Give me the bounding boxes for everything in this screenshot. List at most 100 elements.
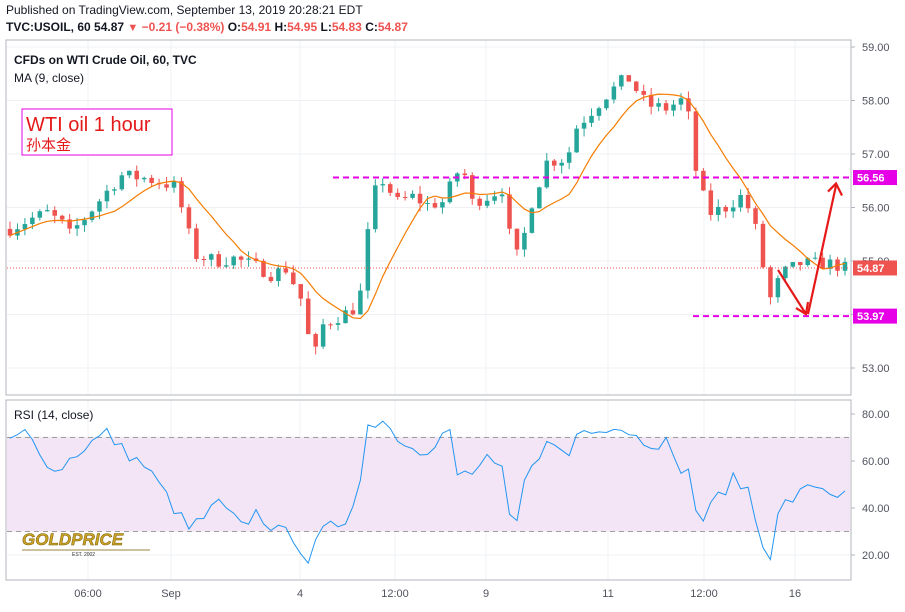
down-arrow-icon: ▼: [127, 22, 139, 34]
annotation-title: WTI oil 1 hour: [26, 114, 151, 136]
last-price: 54.87: [94, 20, 125, 34]
candle: [678, 98, 684, 105]
time-tick-label: 12:00: [690, 588, 718, 600]
candle: [104, 190, 110, 202]
candle: [149, 177, 154, 183]
candle: [663, 103, 669, 111]
svg-text:GOLDPRICE: GOLDPRICE: [22, 530, 124, 549]
svg-text:56.56: 56.56: [857, 173, 885, 185]
low-label: L:: [320, 20, 332, 34]
forecast-arrows: [777, 181, 843, 316]
candle: [298, 284, 304, 299]
level-tag-upper: 56.56: [853, 170, 897, 186]
candle: [30, 217, 35, 225]
candle: [753, 208, 758, 224]
rsi-band: [7, 437, 850, 532]
candle: [462, 173, 468, 176]
candle: [89, 211, 95, 220]
candle: [127, 170, 132, 176]
candle: [544, 160, 550, 188]
rsi-axis: 80.00 60.00 40.00 20.00: [851, 409, 890, 562]
candle: [380, 184, 386, 186]
svg-text:54.87: 54.87: [857, 263, 885, 275]
candle: [425, 203, 430, 205]
candle: [805, 258, 810, 266]
candle: [566, 152, 572, 163]
candle: [74, 225, 80, 229]
candle: [186, 207, 192, 229]
candle: [387, 184, 393, 193]
svg-text:EST. 2002: EST. 2002: [72, 552, 95, 558]
candle: [417, 193, 423, 204]
candle: [82, 219, 87, 226]
rsi-tick-label: 80.00: [862, 409, 890, 421]
rsi-legend: RSI (14, close): [14, 408, 93, 422]
rsi-tick-label: 40.00: [862, 503, 890, 515]
candle: [276, 268, 281, 282]
symbol: TVC:USOIL, 60: [6, 20, 91, 34]
candle: [216, 254, 222, 267]
price-change: −0.21 (−0.38%): [141, 20, 225, 34]
price-tick-label: 57.00: [862, 149, 890, 161]
candle: [52, 210, 57, 216]
candle: [701, 170, 706, 191]
high-label: H:: [274, 20, 288, 34]
symbol-info-line: TVC:USOIL, 60 54.87 ▼ −0.21 (−0.38%) O:5…: [6, 20, 408, 34]
time-tick-label: 9: [483, 588, 489, 600]
candle: [231, 256, 236, 266]
candle: [723, 206, 728, 212]
candle: [522, 232, 527, 250]
open-label: O:: [227, 20, 242, 34]
candle: [358, 290, 363, 315]
price-tick-label: 53.00: [862, 363, 890, 375]
svg-text:53.97: 53.97: [857, 311, 885, 323]
candle: [238, 256, 244, 260]
candle: [775, 278, 781, 298]
candle: [745, 194, 751, 209]
candle: [633, 81, 639, 91]
candle: [350, 310, 356, 315]
time-tick-label: 06:00: [74, 588, 102, 600]
close-value: 54.87: [377, 20, 408, 34]
forecast-arrow-down: [777, 269, 807, 315]
candle: [507, 194, 512, 229]
candle: [343, 310, 348, 324]
candle: [656, 103, 661, 107]
candle: [619, 75, 624, 87]
candle: [171, 181, 177, 188]
time-axis: 06:00 Sep 4 12:00 9 11 12:00 16: [74, 588, 801, 600]
forecast-arrow-up-head: [827, 181, 843, 197]
candle: [440, 202, 445, 208]
forecast-arrow-up: [806, 185, 838, 315]
candle: [671, 104, 676, 111]
candle: [305, 298, 311, 335]
candle: [730, 207, 736, 212]
candle: [141, 177, 147, 180]
candle: [179, 181, 184, 208]
candles: [7, 74, 848, 355]
candle: [790, 262, 796, 267]
ma-legend: MA (9, close): [14, 71, 84, 85]
candle: [812, 257, 818, 259]
time-tick-label: 4: [297, 588, 303, 600]
candle: [559, 162, 564, 166]
candle: [194, 228, 199, 259]
time-tick-label: 16: [789, 588, 801, 600]
candle: [641, 90, 646, 95]
goldprice-logo: GOLDPRICE EST. 2002: [22, 530, 150, 558]
candle: [604, 99, 609, 109]
candle: [469, 175, 475, 199]
candle: [768, 267, 773, 298]
rsi-line: [9, 420, 846, 565]
candle: [313, 334, 318, 347]
candle: [97, 201, 102, 212]
candle: [268, 276, 274, 282]
time-tick-label: Sep: [161, 588, 181, 600]
candle: [402, 196, 408, 198]
time-tick-label: 11: [602, 588, 613, 600]
open-value: 54.91: [241, 20, 272, 34]
candle: [328, 324, 333, 326]
instrument-legend: CFDs on WTI Crude Oil, 60, TVC: [14, 53, 197, 67]
candle: [134, 170, 139, 180]
candle: [514, 228, 520, 250]
